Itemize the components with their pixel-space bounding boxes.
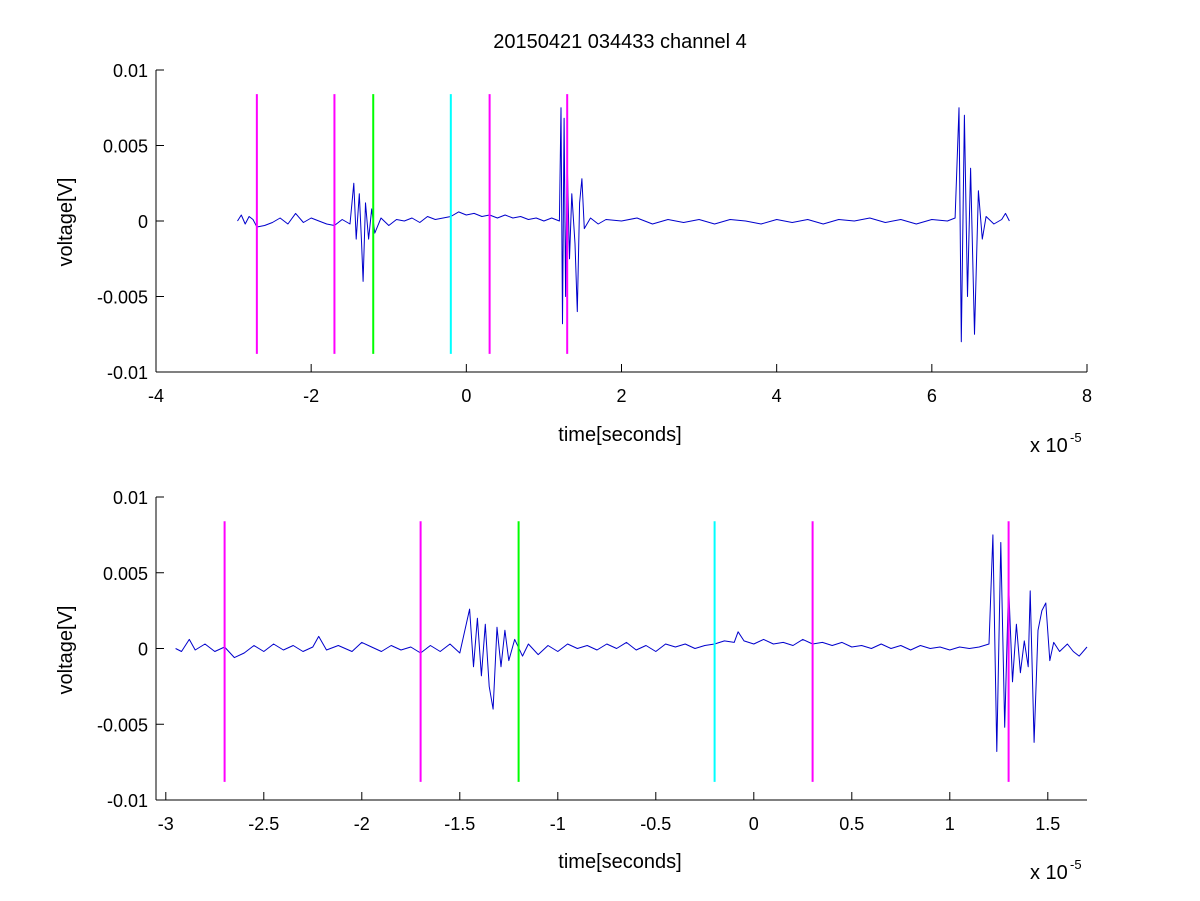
y-tick-label: 0.005 <box>103 564 148 584</box>
bottom-chart-marks <box>175 521 1088 782</box>
top-chart: 20150421 034433 channel 4 -4 -2 0 2 4 6 8 -0.01… <box>55 31 1092 457</box>
x-multiplier-exponent: -5 <box>1070 857 1082 872</box>
x-multiplier-label: x 10 <box>1030 862 1068 884</box>
x-tick-label: 4 <box>772 386 782 406</box>
y-tick-label: 0.01 <box>113 61 148 81</box>
series-line <box>175 534 1088 752</box>
x-tick-label: 0 <box>461 386 471 406</box>
x-tick-label: -0.5 <box>640 814 671 834</box>
bottom-chart: -3 -2.5 -2 -1.5 -1 -0.5 0 0.5 1 1.5 -0.01 -0.005 0 0.… <box>55 488 1088 884</box>
top-chart-axes: -4 -2 0 2 4 6 8 -0.01 -0.005 0 0.005 0.01 <box>97 61 1092 406</box>
x-tick-label: -2 <box>303 386 319 406</box>
x-tick-label: 2 <box>616 386 626 406</box>
y-axis-label: voltage[V] <box>55 606 77 695</box>
y-tick-label: 0.01 <box>113 488 148 508</box>
y-tick-label: -0.01 <box>107 791 148 811</box>
x-tick-label: 1.5 <box>1035 814 1060 834</box>
series-line <box>237 107 1010 343</box>
x-axis-label: time[seconds] <box>558 424 681 446</box>
y-tick-label: -0.005 <box>97 288 148 308</box>
x-axis-label: time[seconds] <box>558 851 681 873</box>
x-multiplier-exponent: -5 <box>1070 430 1082 445</box>
x-tick-label: 6 <box>927 386 937 406</box>
x-tick-label: -4 <box>148 386 164 406</box>
x-multiplier-label: x 10 <box>1030 435 1068 457</box>
x-tick-label: -2 <box>354 814 370 834</box>
y-axis-label: voltage[V] <box>55 178 77 267</box>
x-tick-label: 1 <box>945 814 955 834</box>
x-tick-label: -2.5 <box>248 814 279 834</box>
x-tick-label: -1.5 <box>444 814 475 834</box>
x-tick-label: -3 <box>158 814 174 834</box>
top-chart-marks <box>237 94 1010 354</box>
y-tick-label: -0.005 <box>97 715 148 735</box>
y-tick-label: 0 <box>138 212 148 232</box>
x-tick-label: 0 <box>749 814 759 834</box>
bottom-chart-axes: -3 -2.5 -2 -1.5 -1 -0.5 0 0.5 1 1.5 -0.01 -0.005 0 0.… <box>97 488 1087 834</box>
y-tick-label: -0.01 <box>107 363 148 383</box>
chart-title: 20150421 034433 channel 4 <box>493 31 747 53</box>
x-tick-label: 8 <box>1082 386 1092 406</box>
y-tick-label: 0.005 <box>103 137 148 157</box>
y-tick-label: 0 <box>138 640 148 660</box>
x-tick-label: 0.5 <box>839 814 864 834</box>
x-tick-label: -1 <box>550 814 566 834</box>
